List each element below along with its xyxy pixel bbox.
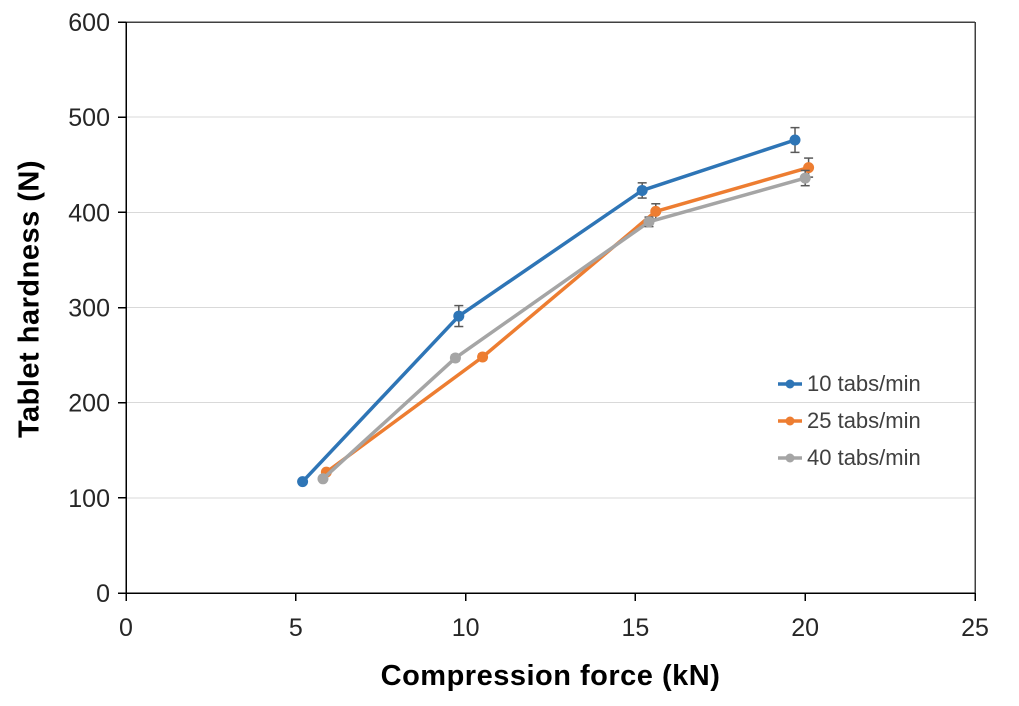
x-tick-label-15: 15: [621, 614, 649, 642]
legend-label: 25 tabs/min: [807, 407, 921, 433]
series-line-25-tabs-min: [324, 165, 811, 474]
x-tick-label-20: 20: [791, 614, 819, 642]
y-tick-label-200: 200: [68, 390, 110, 418]
x-tick-label-25: 25: [961, 614, 989, 642]
legend-marker-icon: [778, 379, 802, 388]
legend-label: 40 tabs/min: [807, 444, 921, 470]
data-point-40-tabs-min-1: [449, 352, 461, 364]
data-point-25-tabs-min-1: [477, 351, 489, 363]
y-tick-label-600: 600: [68, 9, 110, 37]
y-axis-title: Tablet hardness (N): [13, 159, 46, 439]
x-axis-title: Compression force (kN): [380, 660, 721, 692]
y-tick-label-500: 500: [68, 104, 110, 132]
legend-item-40-tabs-min: 40 tabs/min: [776, 439, 921, 476]
data-point-10-tabs-min-0: [297, 476, 309, 488]
data-point-10-tabs-min-1: [453, 310, 465, 322]
data-point-10-tabs-min-2: [636, 184, 648, 196]
legend-marker-icon: [778, 453, 802, 462]
y-tick-label-300: 300: [68, 295, 110, 323]
data-point-25-tabs-min-2: [650, 205, 662, 217]
x-tick-label-0: 0: [119, 614, 133, 642]
legend-item-10-tabs-min: 10 tabs/min: [776, 365, 921, 402]
data-point-10-tabs-min-3: [789, 134, 801, 146]
legend-item-25-tabs-min: 25 tabs/min: [776, 402, 921, 439]
series-line-40-tabs-min: [321, 176, 807, 481]
legend: 10 tabs/min 25 tabs/min 40 tabs/min: [776, 365, 921, 476]
data-point-40-tabs-min-2: [643, 216, 655, 228]
data-point-40-tabs-min-3: [799, 172, 811, 184]
legend-marker-icon: [778, 416, 802, 425]
data-point-40-tabs-min-0: [317, 473, 329, 485]
y-tick-label-400: 400: [68, 199, 110, 227]
x-tick-label-5: 5: [289, 614, 303, 642]
legend-label: 10 tabs/min: [807, 370, 921, 396]
y-tick-label-0: 0: [96, 580, 110, 608]
y-tick-label-100: 100: [68, 485, 110, 513]
x-tick-label-10: 10: [452, 614, 480, 642]
series-line-10-tabs-min: [300, 138, 797, 484]
